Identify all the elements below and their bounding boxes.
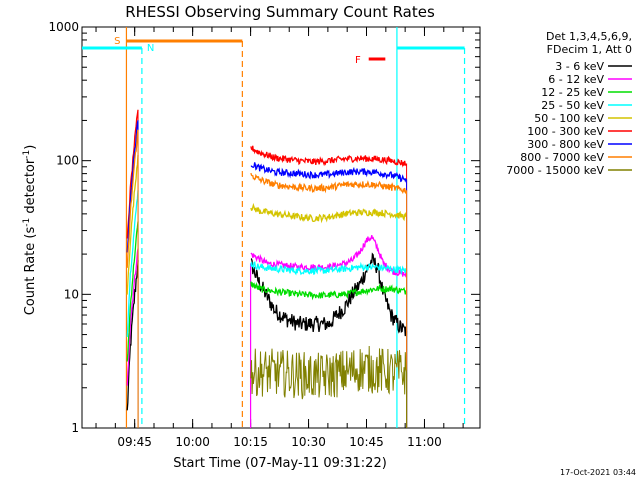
legend-entry-label: 300 - 800 keV bbox=[527, 138, 604, 151]
series-line bbox=[250, 202, 407, 224]
series-line bbox=[250, 345, 408, 400]
y-axis-label-part2: detector bbox=[23, 158, 38, 218]
legend: Det 1,3,4,5,6,9, FDecim 1, Att 0 3 - 6 k… bbox=[506, 30, 632, 177]
y-axis-label-part3: ) bbox=[23, 145, 38, 150]
y-tick-label: 1 bbox=[71, 421, 79, 435]
flare-label: F bbox=[355, 55, 361, 66]
chart-title: RHESSI Observing Summary Count Rates bbox=[125, 3, 435, 21]
x-axis-label: Start Time (07-May-11 09:31:22) bbox=[173, 456, 387, 471]
legend-entry-label: 12 - 25 keV bbox=[541, 86, 604, 99]
observing-annotations: S N F bbox=[82, 27, 466, 428]
night-label: N bbox=[147, 43, 154, 54]
series-line bbox=[250, 162, 408, 183]
series-line bbox=[250, 145, 408, 168]
data-series bbox=[126, 109, 408, 428]
series-line bbox=[250, 261, 408, 276]
series-line bbox=[250, 252, 408, 337]
legend-entry-label: 100 - 300 keV bbox=[527, 125, 604, 138]
series-line bbox=[126, 155, 139, 295]
series-line bbox=[250, 281, 407, 301]
legend-entry-label: 6 - 12 keV bbox=[548, 73, 604, 86]
x-tick-label: 11:00 bbox=[407, 435, 442, 449]
x-tick-label: 10:15 bbox=[233, 435, 268, 449]
series-7000-15000-keV-kev bbox=[250, 345, 408, 428]
y-axis-label-sup2: -1 bbox=[22, 150, 32, 159]
series-line bbox=[126, 129, 139, 268]
series-12-25-keV-kev bbox=[126, 221, 408, 428]
plot-frame-rect bbox=[81, 26, 481, 429]
y-tick-label: 100 bbox=[56, 154, 79, 168]
legend-header-decimation: FDecim 1, Att 0 bbox=[547, 43, 632, 56]
series-line bbox=[126, 120, 139, 253]
y-axis-label-part1: Count Rate (s bbox=[23, 227, 38, 316]
y-tick-label: 1000 bbox=[48, 20, 79, 34]
y-tick-label: 10 bbox=[64, 287, 79, 301]
legend-entry-label: 25 - 50 keV bbox=[541, 99, 604, 112]
series-6-12-keV-kev bbox=[126, 235, 408, 428]
series-line bbox=[126, 248, 139, 386]
y-axis-label: Count Rate (s-1 detector-1) bbox=[22, 145, 38, 316]
legend-entry-label: 3 - 6 keV bbox=[555, 60, 604, 73]
plot-frame bbox=[81, 26, 481, 429]
legend-entry-label: 7000 - 15000 keV bbox=[506, 164, 604, 177]
saa-label: S bbox=[114, 36, 120, 47]
y-axis-ticks: 1 10 100 1000 bbox=[48, 20, 480, 435]
x-tick-label: 10:00 bbox=[175, 435, 210, 449]
series-line bbox=[126, 260, 139, 411]
x-tick-label: 09:45 bbox=[117, 435, 152, 449]
y-axis-label-sup1: -1 bbox=[22, 218, 32, 227]
series-25-50-keV-kev bbox=[126, 190, 408, 428]
x-tick-label: 10:45 bbox=[349, 435, 384, 449]
x-tick-label: 10:30 bbox=[291, 435, 326, 449]
legend-entry-label: 800 - 7000 keV bbox=[520, 151, 604, 164]
legend-entry-label: 50 - 100 keV bbox=[534, 112, 604, 125]
series-line bbox=[126, 190, 139, 338]
legend-header-detectors: Det 1,3,4,5,6,9, bbox=[546, 30, 632, 43]
series-line bbox=[250, 172, 408, 195]
series-line bbox=[126, 221, 139, 362]
x-axis-ticks: 09:45 10:00 10:15 10:30 10:45 11:00 bbox=[95, 27, 464, 449]
series-3-6-keV-kev bbox=[126, 252, 408, 428]
footer-timestamp: 17-Oct-2021 03:44 bbox=[560, 468, 636, 477]
